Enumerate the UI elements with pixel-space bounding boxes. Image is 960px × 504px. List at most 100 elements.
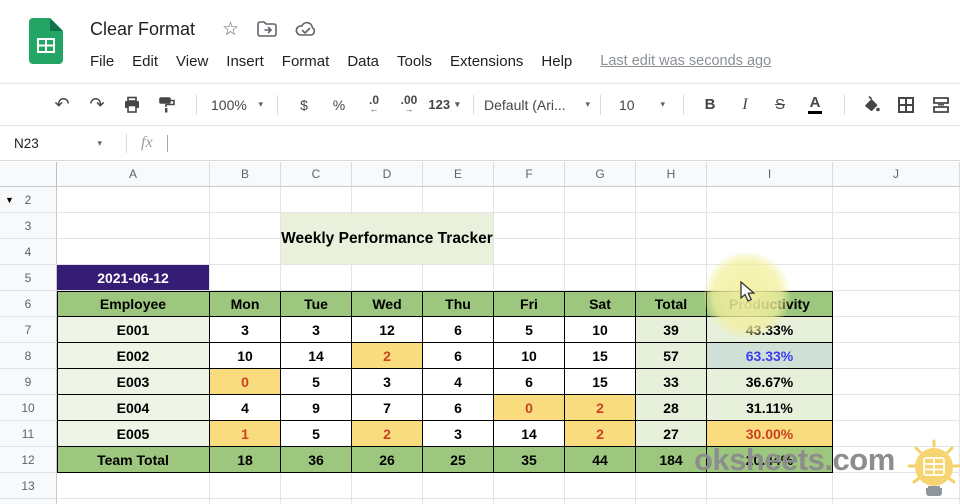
- cell-F8[interactable]: 10: [494, 343, 565, 369]
- last-edit-link[interactable]: Last edit was seconds ago: [600, 53, 772, 69]
- cell-H3[interactable]: [636, 213, 707, 239]
- cell-H11[interactable]: 27: [636, 421, 707, 447]
- cell-F13[interactable]: [494, 473, 565, 499]
- cell-J12[interactable]: [833, 447, 960, 473]
- cell-I2[interactable]: [707, 187, 833, 213]
- cell-B2[interactable]: [210, 187, 281, 213]
- cell-D8[interactable]: 2: [352, 343, 423, 369]
- menu-file[interactable]: File: [90, 52, 115, 70]
- cell-I10[interactable]: 31.11%: [707, 395, 833, 421]
- cell-C11[interactable]: 5: [281, 421, 352, 447]
- cell-E12[interactable]: 25: [423, 447, 494, 473]
- cell-B5[interactable]: [210, 265, 281, 291]
- cell-C6[interactable]: Tue: [281, 291, 352, 317]
- cell-G7[interactable]: 10: [565, 317, 636, 343]
- row-header-12[interactable]: 12: [0, 447, 57, 473]
- cell-C[interactable]: [281, 499, 352, 504]
- cell-A10[interactable]: E004: [57, 395, 210, 421]
- cell-G9[interactable]: 15: [565, 369, 636, 395]
- row-header-5[interactable]: 5: [0, 265, 57, 291]
- cell-H[interactable]: [636, 499, 707, 504]
- cell-B8[interactable]: 10: [210, 343, 281, 369]
- more-formats-button[interactable]: 123 ▾: [428, 97, 460, 112]
- font-size-select[interactable]: 10 ▾: [619, 96, 665, 113]
- cell-H8[interactable]: 57: [636, 343, 707, 369]
- cell-B3[interactable]: [210, 213, 281, 239]
- cell-H10[interactable]: 28: [636, 395, 707, 421]
- cell-J[interactable]: [833, 499, 960, 504]
- row-header-7[interactable]: 7: [0, 317, 57, 343]
- cell-E6[interactable]: Thu: [423, 291, 494, 317]
- cell-G8[interactable]: 15: [565, 343, 636, 369]
- row-header-6[interactable]: 6: [0, 291, 57, 317]
- cell-B7[interactable]: 3: [210, 317, 281, 343]
- cell-C10[interactable]: 9: [281, 395, 352, 421]
- cell-A7[interactable]: E001: [57, 317, 210, 343]
- cell-B13[interactable]: [210, 473, 281, 499]
- cell-G6[interactable]: Sat: [565, 291, 636, 317]
- cell-E7[interactable]: 6: [423, 317, 494, 343]
- cell-J3[interactable]: [833, 213, 960, 239]
- cell-I4[interactable]: [707, 239, 833, 265]
- row-header-3[interactable]: 3: [0, 213, 57, 239]
- strikethrough-button[interactable]: S: [774, 96, 785, 113]
- increase-decimal-button[interactable]: .00 →: [400, 92, 418, 114]
- cell-A12[interactable]: Team Total: [57, 447, 210, 473]
- menu-extensions[interactable]: Extensions: [450, 52, 524, 70]
- cell-C7[interactable]: 3: [281, 317, 352, 343]
- menu-view[interactable]: View: [176, 52, 209, 70]
- row-header-8[interactable]: 8: [0, 343, 57, 369]
- cell-B10[interactable]: 4: [210, 395, 281, 421]
- cell-J13[interactable]: [833, 473, 960, 499]
- cell-G[interactable]: [565, 499, 636, 504]
- cell-J4[interactable]: [833, 239, 960, 265]
- cell-B12[interactable]: 18: [210, 447, 281, 473]
- cell-E5[interactable]: [423, 265, 494, 291]
- cell-F[interactable]: [494, 499, 565, 504]
- cell-J10[interactable]: [833, 395, 960, 421]
- undo-button[interactable]: ↶: [54, 94, 70, 114]
- cell-D9[interactable]: 3: [352, 369, 423, 395]
- cell-H13[interactable]: [636, 473, 707, 499]
- cell-E10[interactable]: 6: [423, 395, 494, 421]
- cell-J5[interactable]: [833, 265, 960, 291]
- print-button[interactable]: [116, 91, 148, 119]
- move-folder-icon[interactable]: [257, 21, 277, 37]
- cell-J6[interactable]: [833, 291, 960, 317]
- cell-C13[interactable]: [281, 473, 352, 499]
- cell-H12[interactable]: 184: [636, 447, 707, 473]
- cell-D[interactable]: [352, 499, 423, 504]
- cell-A9[interactable]: E003: [57, 369, 210, 395]
- decrease-decimal-button[interactable]: .0 ←: [368, 92, 379, 114]
- cell-C5[interactable]: [281, 265, 352, 291]
- cell-E11[interactable]: 3: [423, 421, 494, 447]
- cell-D7[interactable]: 12: [352, 317, 423, 343]
- row-header-13[interactable]: 13: [0, 473, 57, 499]
- col-header-H[interactable]: H: [636, 162, 707, 187]
- cell-J11[interactable]: [833, 421, 960, 447]
- row-group-collapse-icon[interactable]: ▼: [5, 194, 14, 205]
- cell-G10[interactable]: 2: [565, 395, 636, 421]
- cell-C2[interactable]: [281, 187, 352, 213]
- cell-F10[interactable]: 0: [494, 395, 565, 421]
- cell-F9[interactable]: 6: [494, 369, 565, 395]
- cell-I13[interactable]: [707, 473, 833, 499]
- cell-C12[interactable]: 36: [281, 447, 352, 473]
- cell-F12[interactable]: 35: [494, 447, 565, 473]
- italic-button[interactable]: I: [742, 95, 748, 113]
- col-header-A[interactable]: A: [57, 162, 210, 187]
- cell-F7[interactable]: 5: [494, 317, 565, 343]
- star-icon[interactable]: ☆: [222, 18, 240, 40]
- cell-C8[interactable]: 14: [281, 343, 352, 369]
- cell-E[interactable]: [423, 499, 494, 504]
- row-header-10[interactable]: 10: [0, 395, 57, 421]
- cell-A11[interactable]: E005: [57, 421, 210, 447]
- font-family-select[interactable]: Default (Ari... ▾: [484, 96, 590, 113]
- cell-B4[interactable]: [210, 239, 281, 265]
- text-color-button[interactable]: A: [799, 91, 831, 119]
- cell-G3[interactable]: [565, 213, 636, 239]
- row-header-4[interactable]: 4: [0, 239, 57, 265]
- format-currency-button[interactable]: $: [300, 96, 308, 113]
- cell-H9[interactable]: 33: [636, 369, 707, 395]
- cell-J7[interactable]: [833, 317, 960, 343]
